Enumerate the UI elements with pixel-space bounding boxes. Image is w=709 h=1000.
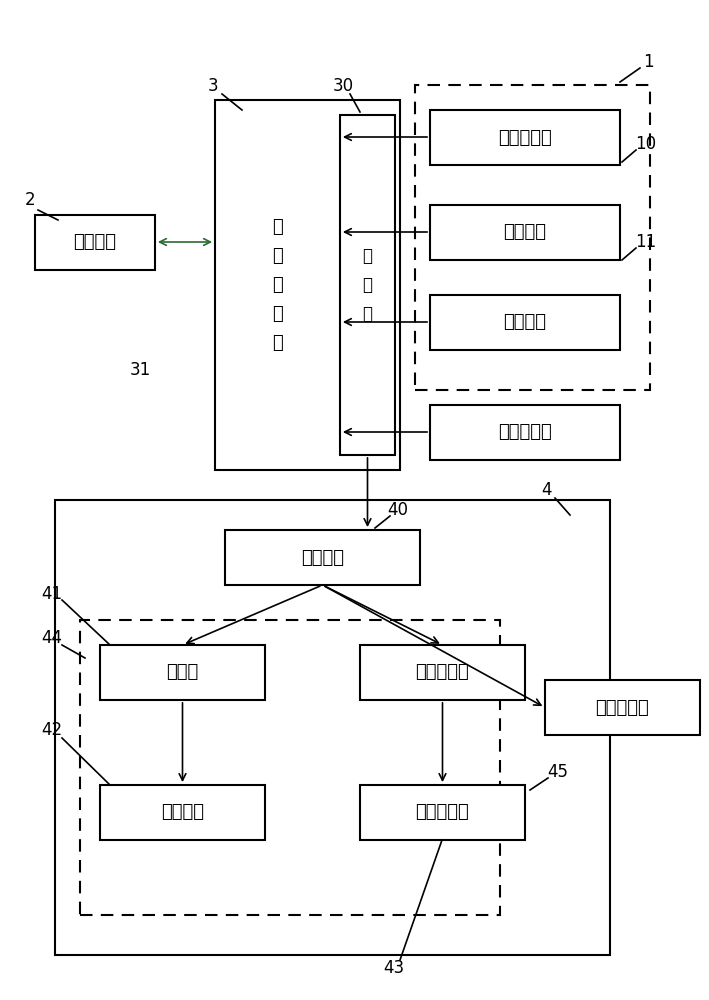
Bar [340,115,395,455]
Text: 执行元件: 执行元件 [301,548,344,566]
Bar [100,785,265,840]
Bar [430,110,620,165]
Text: 中间继电器: 中间继电器 [415,664,469,682]
Text: 相序控制器: 相序控制器 [498,424,552,442]
Text: 行程开关: 行程开关 [503,224,547,241]
Text: 接触器: 接触器 [167,664,199,682]
Bar [225,530,420,585]
Text: 状态指示灯: 状态指示灯 [596,698,649,716]
Bar [35,215,155,270]
Text: 44: 44 [42,629,62,647]
Bar [430,405,620,460]
Text: 2: 2 [25,191,35,209]
Text: 45: 45 [547,763,569,781]
Bar [545,680,700,735]
Text: 31: 31 [129,361,150,379]
Text: 43: 43 [384,959,405,977]
Bar [360,785,525,840]
Text: 驱动电机: 驱动电机 [161,804,204,822]
Bar [80,620,500,915]
Text: 4: 4 [542,481,552,499]
Text: 3: 3 [208,77,218,95]
Text: 安全电磁铁: 安全电磁铁 [415,804,469,822]
Text: 光电传感器: 光电传感器 [498,129,552,147]
Bar [430,295,620,350]
Text: 1: 1 [642,53,653,71]
Text: 41: 41 [41,585,62,603]
Bar [55,500,610,955]
Bar [430,205,620,260]
Bar [215,100,400,470]
Bar [100,645,265,700]
Text: 42: 42 [41,721,62,739]
Bar [360,645,525,700]
Text: 10: 10 [635,135,657,153]
Text: 11: 11 [635,233,657,251]
Text: 操作终端: 操作终端 [74,233,116,251]
Text: 微动开关: 微动开关 [503,314,547,332]
Text: 控
制
器: 控 制 器 [362,247,372,323]
Bar [415,85,650,390]
Text: 40: 40 [388,501,408,519]
Text: 30: 30 [333,77,354,95]
Text: 主
控
制
单
元: 主 控 制 单 元 [272,218,283,352]
